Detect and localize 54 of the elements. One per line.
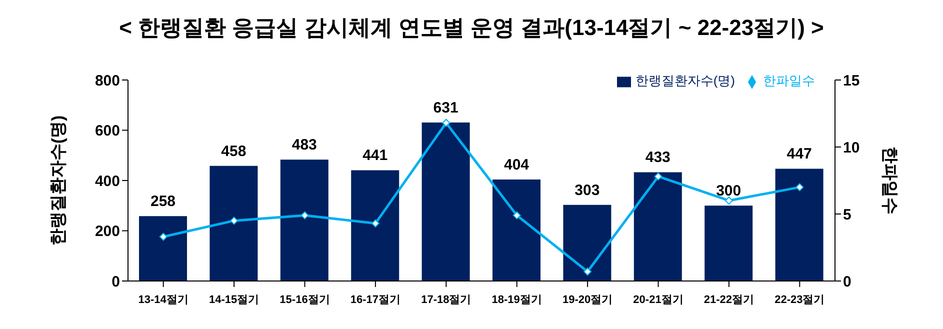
data-label: 303: [574, 182, 600, 199]
point: [442, 118, 450, 127]
point: [300, 211, 309, 220]
point: [796, 183, 804, 192]
data-label: 631: [433, 99, 458, 116]
y2-axis-title: 한파일수: [880, 146, 900, 214]
x-tick-label: 13-14절기: [138, 294, 188, 306]
data-label: 433: [645, 149, 670, 166]
data-label: 458: [221, 142, 246, 160]
point: [159, 232, 168, 241]
point: [724, 196, 733, 205]
y-axis-title: 한랭질환자수(명): [48, 115, 68, 246]
data-label: 404: [504, 156, 530, 174]
point: [654, 172, 662, 180]
bar: [492, 179, 540, 281]
data-label: 441: [362, 147, 388, 164]
x-tick-label: 18-19절기: [492, 294, 542, 306]
x-tick-label: 17-18절기: [421, 294, 472, 306]
legend-label: 한파일수: [763, 73, 815, 88]
y2-tick-label: 15: [843, 72, 860, 90]
x-tick-label: 15-16절기: [280, 294, 330, 306]
bar: [351, 170, 400, 281]
y2-tick-label: 5: [843, 206, 852, 224]
y-tick-label: 800: [94, 72, 120, 90]
y2-tick-label: 0: [843, 273, 852, 290]
y-tick-label: 0: [112, 273, 120, 290]
chart-title: < 한랭질환 응급실 감시체계 연도별 운영 결과(13-14절기 ~ 22-23절기) >: [118, 14, 825, 42]
bar: [775, 168, 824, 281]
point: [512, 211, 521, 220]
bar: [280, 160, 328, 281]
x-tick-label: 19-20절기: [562, 294, 613, 306]
bar: [634, 172, 682, 281]
point: [584, 268, 592, 276]
x-tick-label: 20-21절기: [633, 294, 684, 306]
data-label: 447: [786, 146, 812, 163]
bar: [422, 122, 470, 281]
data-label: 258: [150, 193, 176, 210]
x-tick-label: 16-17절기: [350, 294, 401, 306]
x-tick-label: 14-15절기: [208, 294, 260, 306]
legend-label: 한랭질환자수(명): [635, 73, 735, 88]
data-label: 300: [716, 182, 742, 200]
y-tick-label: 600: [94, 122, 120, 140]
x-tick-label: 21-22절기: [704, 294, 754, 306]
y-tick-label: 200: [94, 223, 120, 240]
bar: [139, 216, 187, 281]
x-tick-label: 22-23절기: [774, 294, 825, 306]
bar: [210, 166, 258, 281]
point: [371, 219, 380, 228]
bar: [563, 204, 612, 281]
bar: [704, 206, 753, 281]
y2-tick-label: 10: [843, 139, 860, 156]
data-label: 483: [292, 136, 317, 154]
point: [230, 216, 238, 225]
y-tick-label: 400: [94, 172, 120, 190]
